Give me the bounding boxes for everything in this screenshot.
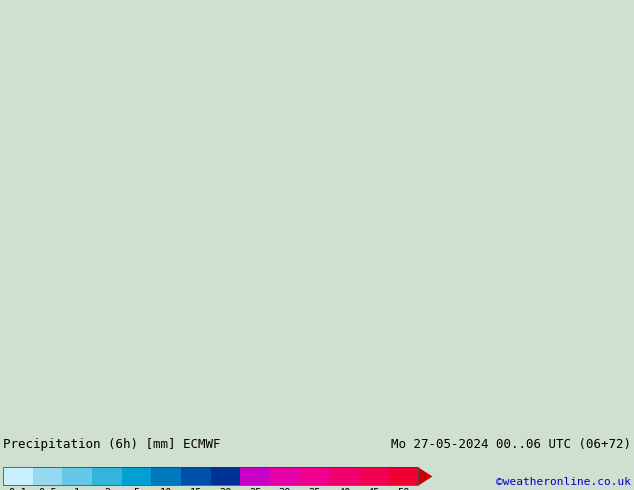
Text: 50: 50 [398,488,410,490]
Bar [122,467,152,486]
Text: 10: 10 [160,488,172,490]
Text: ©weatheronline.co.uk: ©weatheronline.co.uk [496,477,631,487]
Bar [389,467,418,486]
Text: 5: 5 [134,488,139,490]
Bar [33,467,63,486]
Bar [359,467,389,486]
Bar [181,467,210,486]
Bar [3,467,418,486]
Text: Precipitation (6h) [mm] ECMWF: Precipitation (6h) [mm] ECMWF [3,438,221,451]
Bar [210,467,240,486]
Text: 20: 20 [219,488,232,490]
Bar [240,467,270,486]
Text: 0.5: 0.5 [38,488,57,490]
Text: 2: 2 [104,488,110,490]
Text: 30: 30 [279,488,291,490]
Text: 15: 15 [190,488,202,490]
Bar [152,467,181,486]
Polygon shape [418,467,432,486]
Bar [3,467,33,486]
Text: 40: 40 [338,488,351,490]
Bar [300,467,330,486]
Text: Mo 27-05-2024 00..06 UTC (06+72): Mo 27-05-2024 00..06 UTC (06+72) [391,438,631,451]
Text: 1: 1 [74,488,81,490]
Bar [63,467,92,486]
Text: 25: 25 [249,488,262,490]
Text: 35: 35 [308,488,321,490]
Bar [270,467,300,486]
Bar [330,467,359,486]
Text: 0.1: 0.1 [9,488,27,490]
Text: 45: 45 [368,488,380,490]
Bar [92,467,122,486]
